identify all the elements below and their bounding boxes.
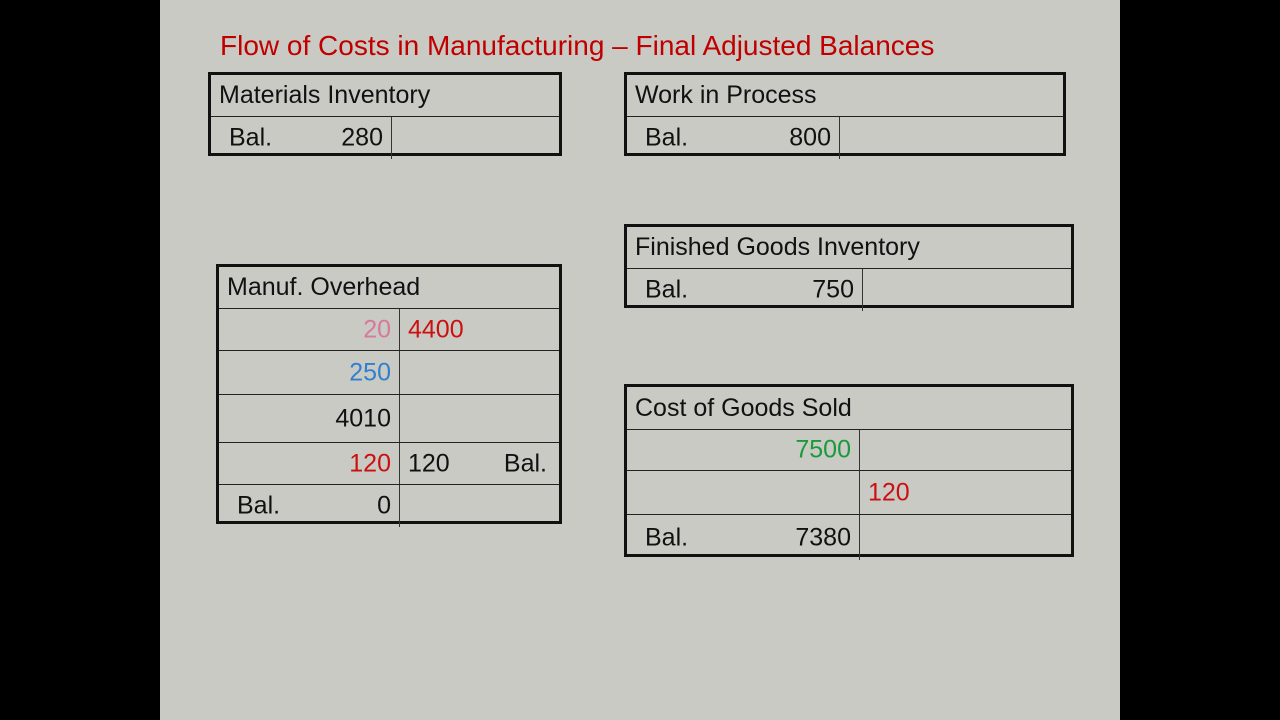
credit-amount: 120 [868,478,910,506]
t-account-work-in-process: Work in Process Bal. 800 [624,72,1066,159]
debit-amount: 800 [789,123,831,152]
debit-amount: 750 [812,275,854,304]
credit-cell [400,485,559,527]
debit-cell: 250 [219,351,400,394]
debit-label: Bal. [229,123,273,152]
credit-cell [840,117,1063,159]
account-row: Bal. 750 [627,269,1071,311]
debit-amount: 280 [341,123,383,152]
account-row: 120 [627,471,1071,515]
credit-cell: 120 [860,471,1071,514]
debit-amount: 120 [349,449,391,477]
credit-cell [860,430,1071,470]
debit-label: Bal. [645,123,689,152]
t-account-materials-inventory: Materials Inventory Bal. 280 [208,72,562,159]
account-row: 20 4400 [219,309,559,351]
debit-cell: Bal. 750 [627,269,863,311]
account-title: Manuf. Overhead [219,267,559,309]
debit-cell: 7500 [627,430,860,470]
credit-cell [860,515,1071,560]
debit-cell: Bal. 800 [627,117,840,159]
debit-label: Bal. [237,491,281,520]
debit-cell: Bal. 7380 [627,515,860,560]
credit-amount: 4400 [408,315,464,343]
credit-cell [400,351,559,394]
debit-label: Bal. [645,275,689,304]
account-title: Work in Process [627,75,1063,117]
debit-cell: 4010 [219,395,400,442]
credit-cell: 4400 [400,309,559,350]
debit-label: Bal. [645,523,689,551]
account-row: Bal. 7380 [627,515,1071,560]
account-title: Cost of Goods Sold [627,387,1071,430]
account-row: Bal. 280 [211,117,559,159]
credit-amount: 120 [408,449,450,477]
slide [160,0,1120,720]
t-account-cost-of-goods-sold: Cost of Goods Sold 7500 120 Bal. 7380 [624,384,1074,560]
debit-cell: Bal. 0 [219,485,400,527]
credit-label: Bal. [503,449,547,477]
debit-amount: 7380 [795,523,851,551]
account-row: Bal. 0 [219,485,559,527]
account-title: Finished Goods Inventory [627,227,1071,269]
credit-cell [863,269,1071,311]
t-account-manuf-overhead: Manuf. Overhead 20 4400 250 4010 120 120 Bal. Ba… [216,264,562,527]
account-row: Bal. 800 [627,117,1063,159]
debit-cell [627,471,860,514]
account-row: 120 120 Bal. [219,443,559,485]
debit-amount: 7500 [795,435,851,464]
slide-title: Flow of Costs in Manufacturing – Final A… [220,30,935,61]
debit-amount: 0 [377,491,391,520]
account-row: 4010 [219,395,559,443]
credit-cell [392,117,559,159]
debit-amount: 20 [363,315,391,343]
debit-amount: 4010 [335,404,391,432]
credit-cell: 120 Bal. [400,443,559,484]
account-title: Materials Inventory [211,75,559,117]
debit-cell: 120 [219,443,400,484]
account-row: 7500 [627,430,1071,471]
account-row: 250 [219,351,559,395]
debit-cell: 20 [219,309,400,350]
t-account-finished-goods-inventory: Finished Goods Inventory Bal. 750 [624,224,1074,311]
credit-cell [400,395,559,442]
debit-amount: 250 [349,358,391,386]
debit-cell: Bal. 280 [211,117,392,159]
